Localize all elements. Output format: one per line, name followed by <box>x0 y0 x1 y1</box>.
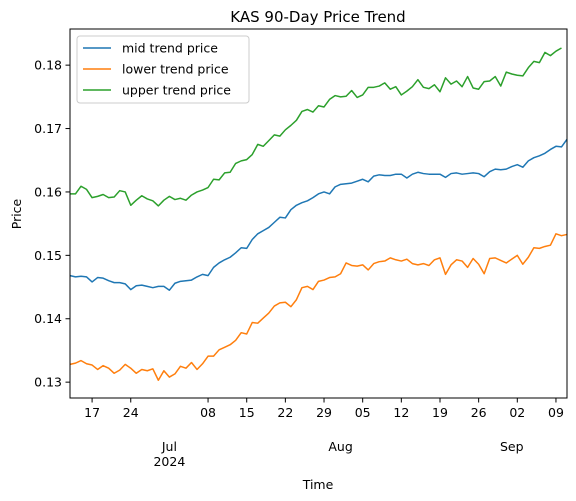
x-tick-label: 17 <box>84 405 100 420</box>
legend-label-1: lower trend price <box>122 62 229 77</box>
x-tick-label: Jul <box>161 439 177 454</box>
y-axis: 0.13 0.14 0.15 0.16 0.17 0.18 <box>34 58 70 390</box>
x-tick-label: 19 <box>432 405 448 420</box>
x-tick-label: 24 <box>123 405 139 420</box>
x-tick-label: 02 <box>509 405 525 420</box>
legend: mid trend price lower trend price upper tr… <box>76 35 250 104</box>
y-tick-label: 0.16 <box>34 184 62 199</box>
plot-frame <box>69 28 568 399</box>
y-tick-label: 0.17 <box>34 121 62 136</box>
x-tick-label: 29 <box>316 405 332 420</box>
y-axis-label: Price <box>9 198 24 229</box>
series-line-0 <box>69 138 568 291</box>
legend-label-2: upper trend price <box>122 83 231 98</box>
x-tick-label: Aug <box>328 439 352 454</box>
series-layer <box>69 47 568 381</box>
x-tick-label: 15 <box>239 405 255 420</box>
x-tick-label: 12 <box>393 405 409 420</box>
legend-box <box>76 35 250 104</box>
x-tick-label: 26 <box>471 405 487 420</box>
y-tick-label: 0.15 <box>34 248 62 263</box>
x-tick-label: 08 <box>200 405 216 420</box>
series-line-2 <box>70 47 562 207</box>
x-tick-label: 05 <box>355 405 371 420</box>
x-tick-label: 22 <box>277 405 293 420</box>
y-tick-label: 0.14 <box>34 311 62 326</box>
x-tick-label: Sep <box>500 439 524 454</box>
legend-label-0: mid trend price <box>122 41 218 56</box>
series-line-1 <box>69 233 568 381</box>
x-tick-label: 09 <box>548 405 564 420</box>
y-tick-label: 0.18 <box>34 58 62 73</box>
x-axis-label: Time <box>302 477 334 492</box>
x-tick-label-year: 2024 <box>153 454 185 469</box>
y-tick-label: 0.13 <box>34 375 62 390</box>
chart-title: KAS 90-Day Price Trend <box>230 8 405 26</box>
